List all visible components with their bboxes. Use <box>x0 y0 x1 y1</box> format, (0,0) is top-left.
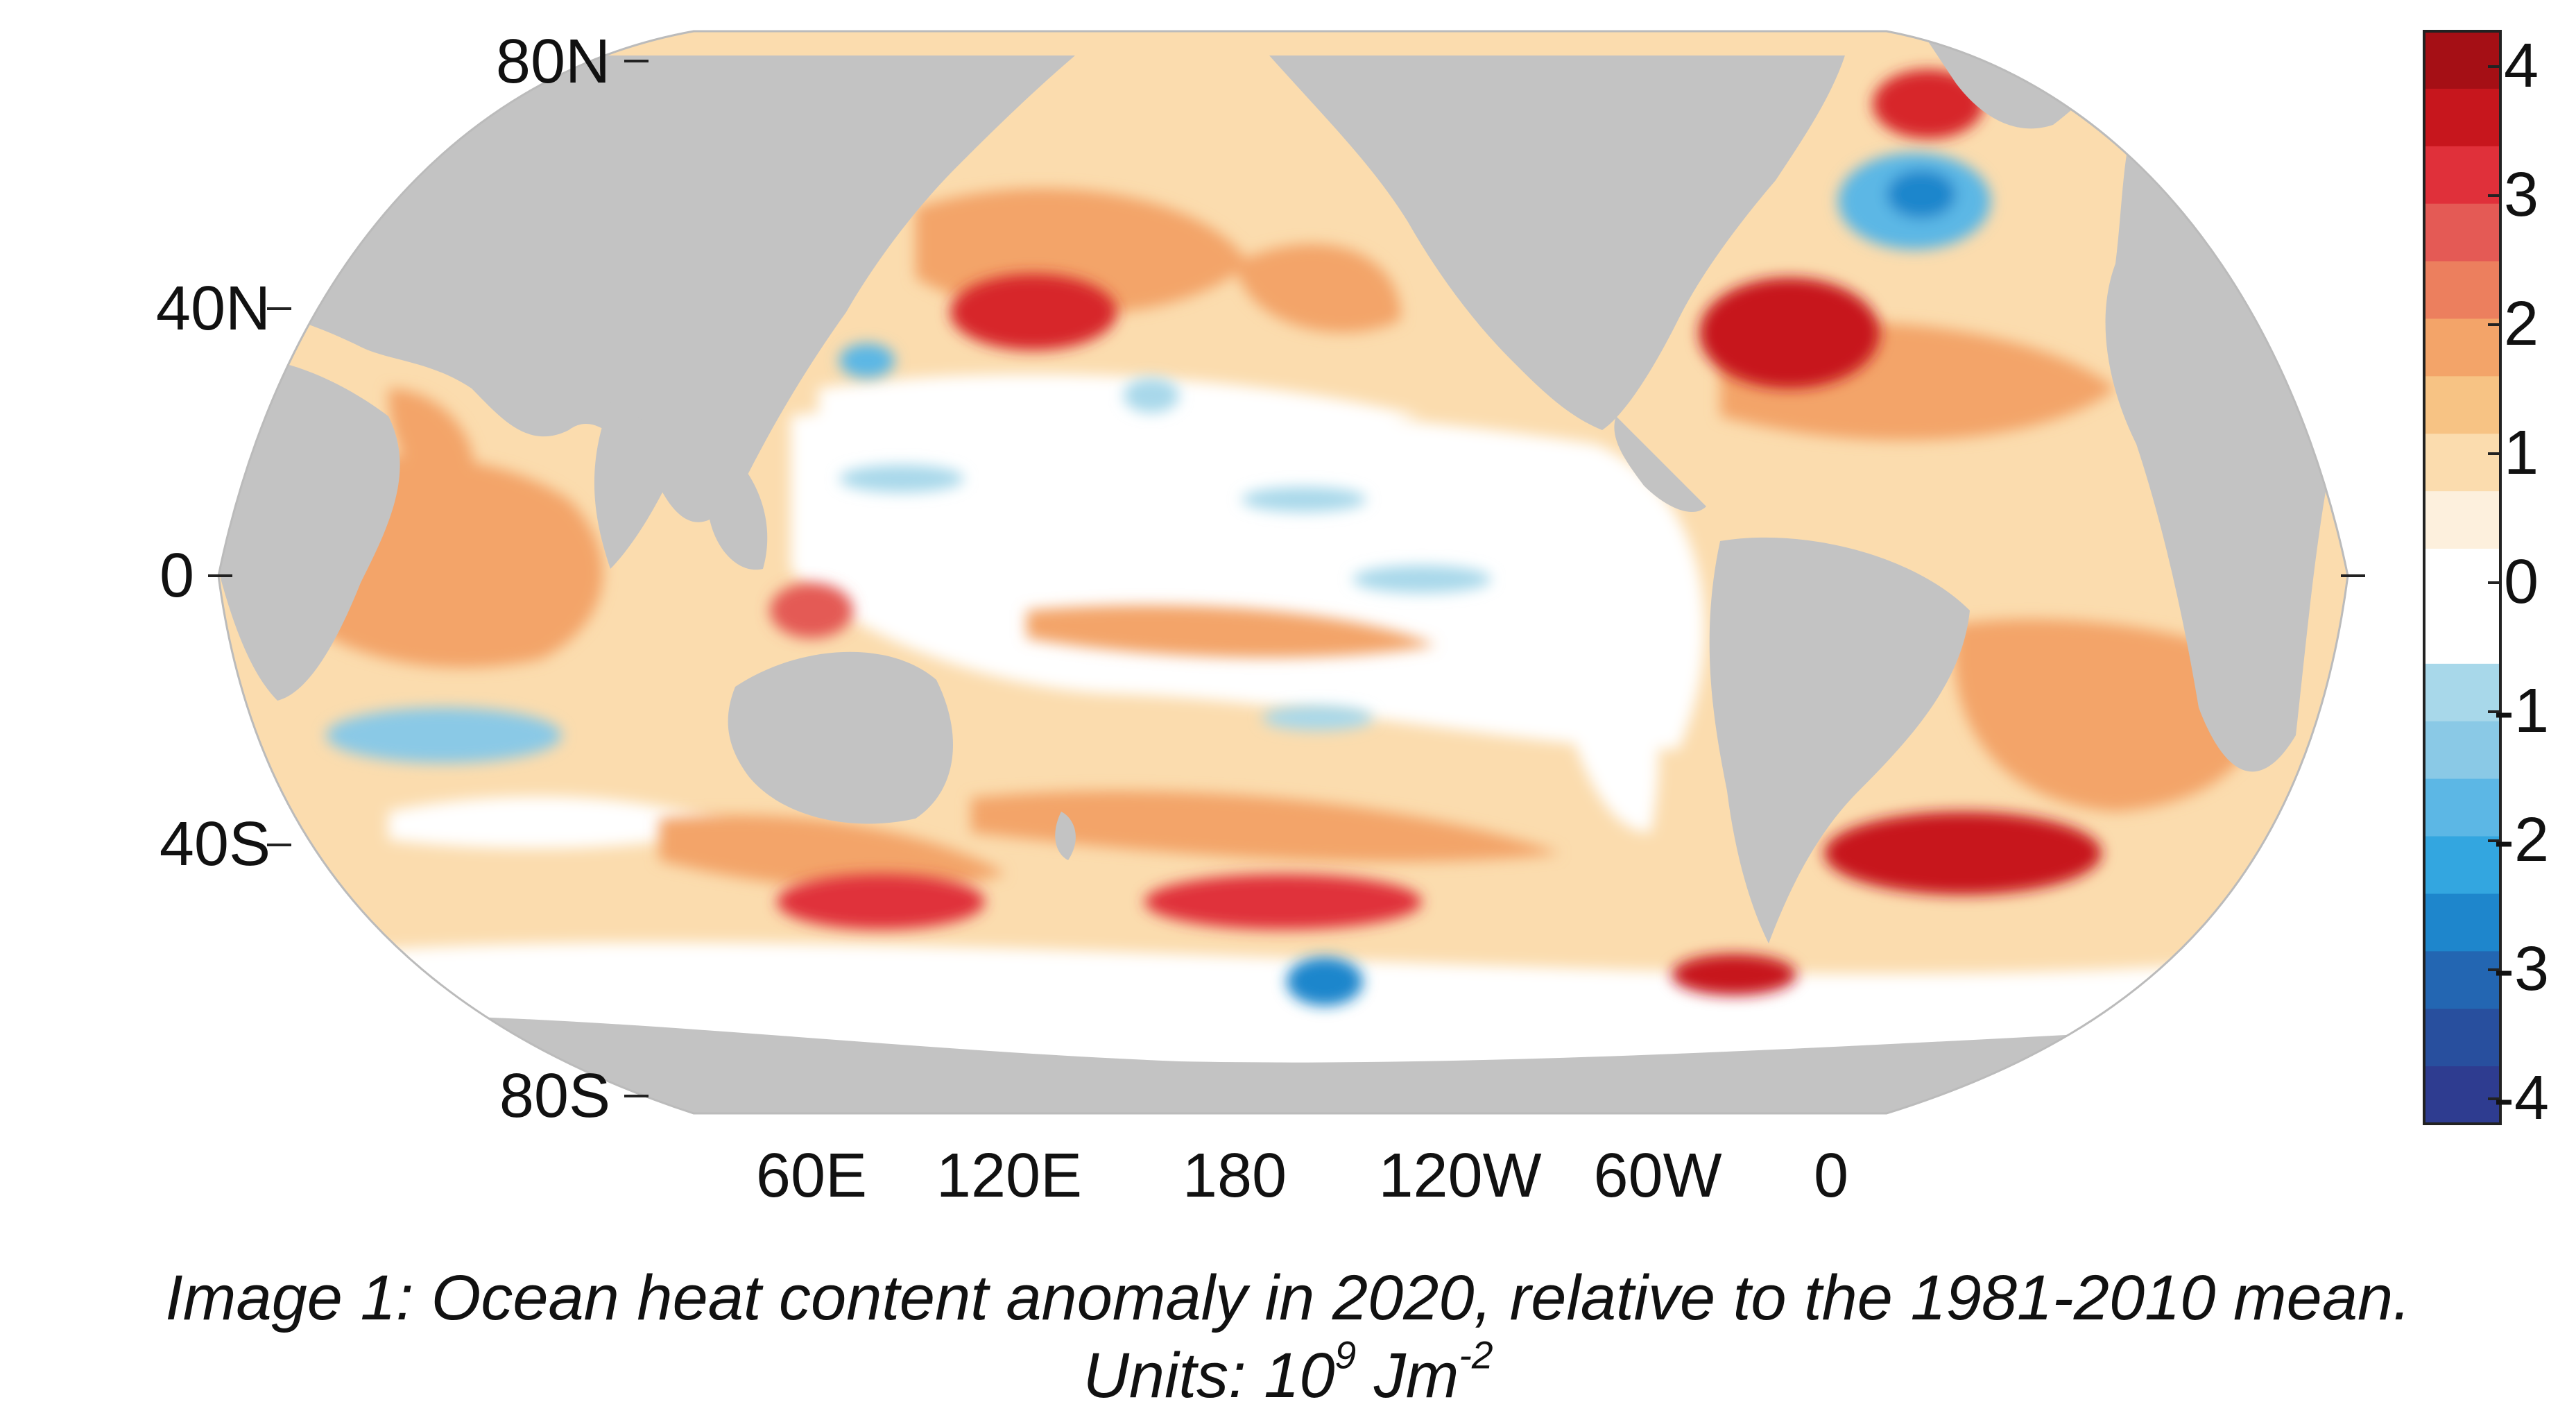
map-outline <box>217 30 2349 1115</box>
anomaly-strong-warm <box>770 69 2296 995</box>
lat-label-80n: 80N <box>495 27 610 96</box>
caption-line-1: Image 1: Ocean heat content anomaly in 2… <box>165 1263 2411 1333</box>
lat-label-40s: 40S <box>159 810 271 879</box>
lon-label-120w: 120W <box>1378 1141 1542 1211</box>
warm-equatorial-pacific-south <box>1027 605 1436 658</box>
colorbar-segment <box>2424 261 2500 320</box>
colorbar-tick-minus-3: -3 <box>2493 934 2550 1004</box>
lon-label-60w: 60W <box>1593 1141 1722 1211</box>
near-zero-south-indian <box>388 796 728 849</box>
colorbar-tick-2: 2 <box>2504 289 2539 359</box>
hotspot-gulf-stream <box>1699 277 1880 388</box>
colorbar-segment <box>2424 721 2500 780</box>
colorbar-segment <box>2424 146 2500 205</box>
hotspot-indonesia <box>770 583 853 638</box>
lat-label-80s: 80S <box>499 1061 610 1131</box>
map-tick-marks <box>208 60 2365 1097</box>
colorbar-segment <box>2424 893 2500 952</box>
cool-southern-ocean <box>1287 957 1363 1006</box>
warm-south-atlantic <box>1954 619 2269 812</box>
colorbar-segment <box>2424 951 2500 1009</box>
colorbar-tick-3: 3 <box>2504 160 2539 230</box>
near-zero-tropical-pacific <box>791 402 1705 749</box>
colorbar-tick-4: 4 <box>2504 31 2539 101</box>
warm-arabian-sea <box>388 388 474 489</box>
lat-label-0: 0 <box>159 541 194 610</box>
land-eurasia <box>218 55 1075 522</box>
warm-southern-indian <box>659 814 1006 889</box>
lon-label-60e: 60E <box>755 1141 868 1211</box>
land-india <box>594 402 669 569</box>
colorbar-segment <box>2424 778 2500 837</box>
land-south-america <box>1709 537 1970 943</box>
colorbar-tick-0: 0 <box>2504 547 2539 617</box>
hotspot-south-indian <box>777 874 985 930</box>
cool-south-indian <box>326 708 562 763</box>
cool-south-pacific <box>1262 705 1373 730</box>
caption-units-prefix: Units: 10 <box>1083 1340 1335 1411</box>
caption-units-unit: Jm <box>1356 1340 1459 1411</box>
caption-units-exponent: 9 <box>1334 1333 1357 1377</box>
colorbar-tick-minus-4: -4 <box>2493 1063 2550 1133</box>
lon-label-180: 180 <box>1182 1141 1287 1211</box>
colorbar-segment <box>2424 606 2500 665</box>
colorbar-segment <box>2424 434 2500 492</box>
caption-units-unit-exponent: -2 <box>1459 1333 1493 1377</box>
lat-label-40n: 40N <box>155 274 271 343</box>
hotspot-kuroshio <box>950 274 1117 350</box>
near-zero-north-pacific-band <box>818 374 1422 430</box>
colorbar-segment <box>2424 1066 2500 1124</box>
colorbar-segment <box>2424 376 2500 434</box>
colorbar-segment <box>2424 88 2500 147</box>
map-anomaly-field <box>218 31 2348 1113</box>
lon-label-120e: 120E <box>936 1141 1083 1211</box>
land-central-america <box>1614 416 1706 513</box>
figure-caption: Image 1: Ocean heat content anomaly in 2… <box>0 1259 2576 1414</box>
near-zero-east-pacific <box>1526 555 1659 832</box>
hotspot-south-pacific <box>1144 874 1422 930</box>
cool-kuroshio-south <box>839 343 895 378</box>
colorbar-segment <box>2424 31 2500 89</box>
land-antarctica <box>218 1014 2348 1113</box>
land-new-zealand <box>1055 812 1076 860</box>
colorbar-segment <box>2424 491 2500 549</box>
colorbar-segment <box>2424 549 2500 607</box>
caption-line-2: Units: 109 Jm-2 <box>0 1333 2576 1414</box>
colorbar-segment <box>2424 203 2500 262</box>
colorbar-tick-minus-2: -2 <box>2493 805 2550 875</box>
cool-north-atlantic-core <box>1887 170 1956 219</box>
warm-north-pacific-east <box>1235 243 1401 333</box>
colorbar-tick-1: 1 <box>2504 418 2539 488</box>
hotspot-drake-passage <box>1672 954 1796 995</box>
cool-tropical-pacific-3 <box>1242 487 1366 512</box>
colorbar-segment <box>2424 318 2500 377</box>
colorbar <box>2423 30 2502 1125</box>
colorbar-tick-minus-1: -1 <box>2493 676 2550 746</box>
cool-tropical-pacific-2 <box>1353 565 1491 593</box>
warm-south-pacific-band <box>971 790 1561 862</box>
anomaly-cool <box>326 153 1991 1006</box>
land-southeast-asia <box>707 444 768 570</box>
hotspot-labrador <box>1873 69 1984 139</box>
land-australia <box>728 651 953 824</box>
hotspot-south-atlantic <box>1824 812 2102 895</box>
colorbar-segment <box>2424 1009 2500 1067</box>
lon-label-0: 0 <box>1813 1141 1849 1211</box>
cool-tropical-pacific-1 <box>839 465 964 493</box>
cool-western-pacific <box>1124 378 1179 413</box>
land-north-america <box>1269 55 1845 430</box>
colorbar-segment <box>2424 836 2500 895</box>
colorbar-frame <box>2423 30 2502 1125</box>
colorbar-segment <box>2424 663 2500 722</box>
